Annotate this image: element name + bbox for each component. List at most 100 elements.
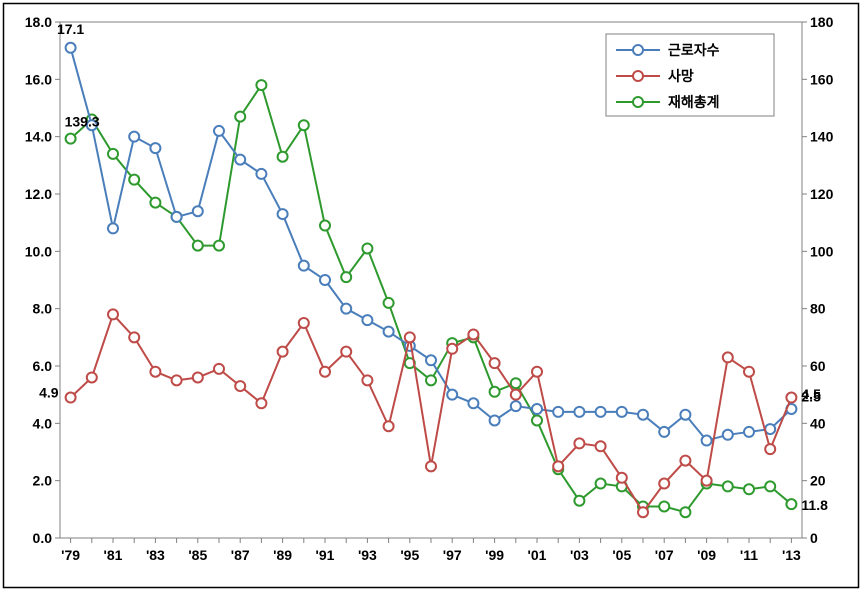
series-marker-accidents <box>723 481 733 491</box>
y-right-tick-label: 20 <box>810 473 826 489</box>
x-tick-label: '99 <box>485 547 504 563</box>
series-marker-deaths <box>235 381 245 391</box>
series-marker-accidents <box>659 501 669 511</box>
series-marker-deaths <box>384 421 394 431</box>
y-right-tick-label: 160 <box>810 71 834 87</box>
series-marker-deaths <box>765 444 775 454</box>
series-marker-deaths <box>596 441 606 451</box>
series-marker-deaths <box>426 461 436 471</box>
series-marker-deaths <box>405 332 415 342</box>
series-marker-deaths <box>638 507 648 517</box>
legend-marker <box>633 71 643 81</box>
series-marker-workers <box>765 424 775 434</box>
series-marker-deaths <box>680 456 690 466</box>
series-marker-workers <box>362 315 372 325</box>
series-marker-workers <box>744 427 754 437</box>
series-marker-workers <box>638 410 648 420</box>
y-left-tick-label: 0.0 <box>33 530 53 546</box>
series-marker-accidents <box>278 152 288 162</box>
series-marker-accidents <box>362 243 372 253</box>
y-right-tick-label: 80 <box>810 301 826 317</box>
series-marker-deaths <box>172 375 182 385</box>
series-marker-workers <box>532 404 542 414</box>
series-marker-workers <box>723 430 733 440</box>
series-marker-deaths <box>617 473 627 483</box>
series-marker-workers <box>108 223 118 233</box>
data-label: 4.9 <box>39 385 59 401</box>
series-marker-workers <box>553 407 563 417</box>
series-marker-accidents <box>66 134 76 144</box>
series-marker-accidents <box>341 272 351 282</box>
series-marker-workers <box>320 275 330 285</box>
x-tick-label: '05 <box>612 547 631 563</box>
series-marker-deaths <box>744 367 754 377</box>
x-tick-label: '93 <box>358 547 377 563</box>
series-marker-deaths <box>553 461 563 471</box>
series-marker-workers <box>193 206 203 216</box>
series-marker-deaths <box>702 476 712 486</box>
series-marker-deaths <box>511 390 521 400</box>
x-tick-label: '85 <box>188 547 207 563</box>
series-marker-deaths <box>129 332 139 342</box>
data-label: 11.8 <box>801 497 828 513</box>
series-marker-workers <box>341 304 351 314</box>
series-marker-workers <box>702 436 712 446</box>
series-marker-workers <box>299 261 309 271</box>
series-marker-accidents <box>680 507 690 517</box>
y-left-tick-label: 6.0 <box>33 358 53 374</box>
series-marker-workers <box>129 132 139 142</box>
series-marker-accidents <box>150 198 160 208</box>
series-marker-accidents <box>426 375 436 385</box>
series-marker-deaths <box>447 344 457 354</box>
series-marker-workers <box>511 401 521 411</box>
series-marker-workers <box>384 327 394 337</box>
x-tick-label: '91 <box>316 547 335 563</box>
series-marker-workers <box>426 355 436 365</box>
series-marker-workers <box>214 126 224 136</box>
data-label: 139.3 <box>65 114 100 130</box>
series-marker-workers <box>490 415 500 425</box>
series-marker-deaths <box>214 364 224 374</box>
series-marker-accidents <box>193 241 203 251</box>
series-marker-deaths <box>468 329 478 339</box>
series-marker-accidents <box>256 80 266 90</box>
series-marker-deaths <box>320 367 330 377</box>
series-marker-deaths <box>786 393 796 403</box>
legend-marker <box>633 45 643 55</box>
legend-label: 근로자수 <box>668 42 720 58</box>
series-marker-accidents <box>235 112 245 122</box>
series-marker-accidents <box>108 149 118 159</box>
x-tick-label: '83 <box>146 547 165 563</box>
series-marker-deaths <box>362 375 372 385</box>
y-left-tick-label: 12.0 <box>25 186 52 202</box>
y-right-tick-label: 0 <box>810 530 818 546</box>
y-right-tick-label: 120 <box>810 186 834 202</box>
series-marker-workers <box>447 390 457 400</box>
series-marker-workers <box>172 212 182 222</box>
x-tick-label: '79 <box>61 547 80 563</box>
data-label: 2.5 <box>801 389 821 405</box>
series-marker-accidents <box>490 387 500 397</box>
x-tick-label: '07 <box>655 547 674 563</box>
y-left-tick-label: 2.0 <box>33 473 53 489</box>
series-marker-deaths <box>490 358 500 368</box>
series-marker-workers <box>574 407 584 417</box>
series-marker-deaths <box>299 318 309 328</box>
series-marker-accidents <box>532 415 542 425</box>
series-marker-workers <box>66 43 76 53</box>
series-marker-workers <box>278 209 288 219</box>
series-marker-accidents <box>786 499 796 509</box>
x-tick-label: '11 <box>740 547 758 563</box>
x-tick-label: '87 <box>231 547 250 563</box>
data-label: 17.1 <box>57 21 84 37</box>
legend-label: 사망 <box>668 68 694 84</box>
series-marker-accidents <box>744 484 754 494</box>
y-right-tick-label: 60 <box>810 358 826 374</box>
y-right-tick-label: 100 <box>810 243 834 259</box>
series-marker-accidents <box>129 175 139 185</box>
series-marker-workers <box>256 169 266 179</box>
series-marker-workers <box>680 410 690 420</box>
series-marker-accidents <box>320 221 330 231</box>
y-left-tick-label: 14.0 <box>25 129 52 145</box>
series-marker-accidents <box>511 378 521 388</box>
